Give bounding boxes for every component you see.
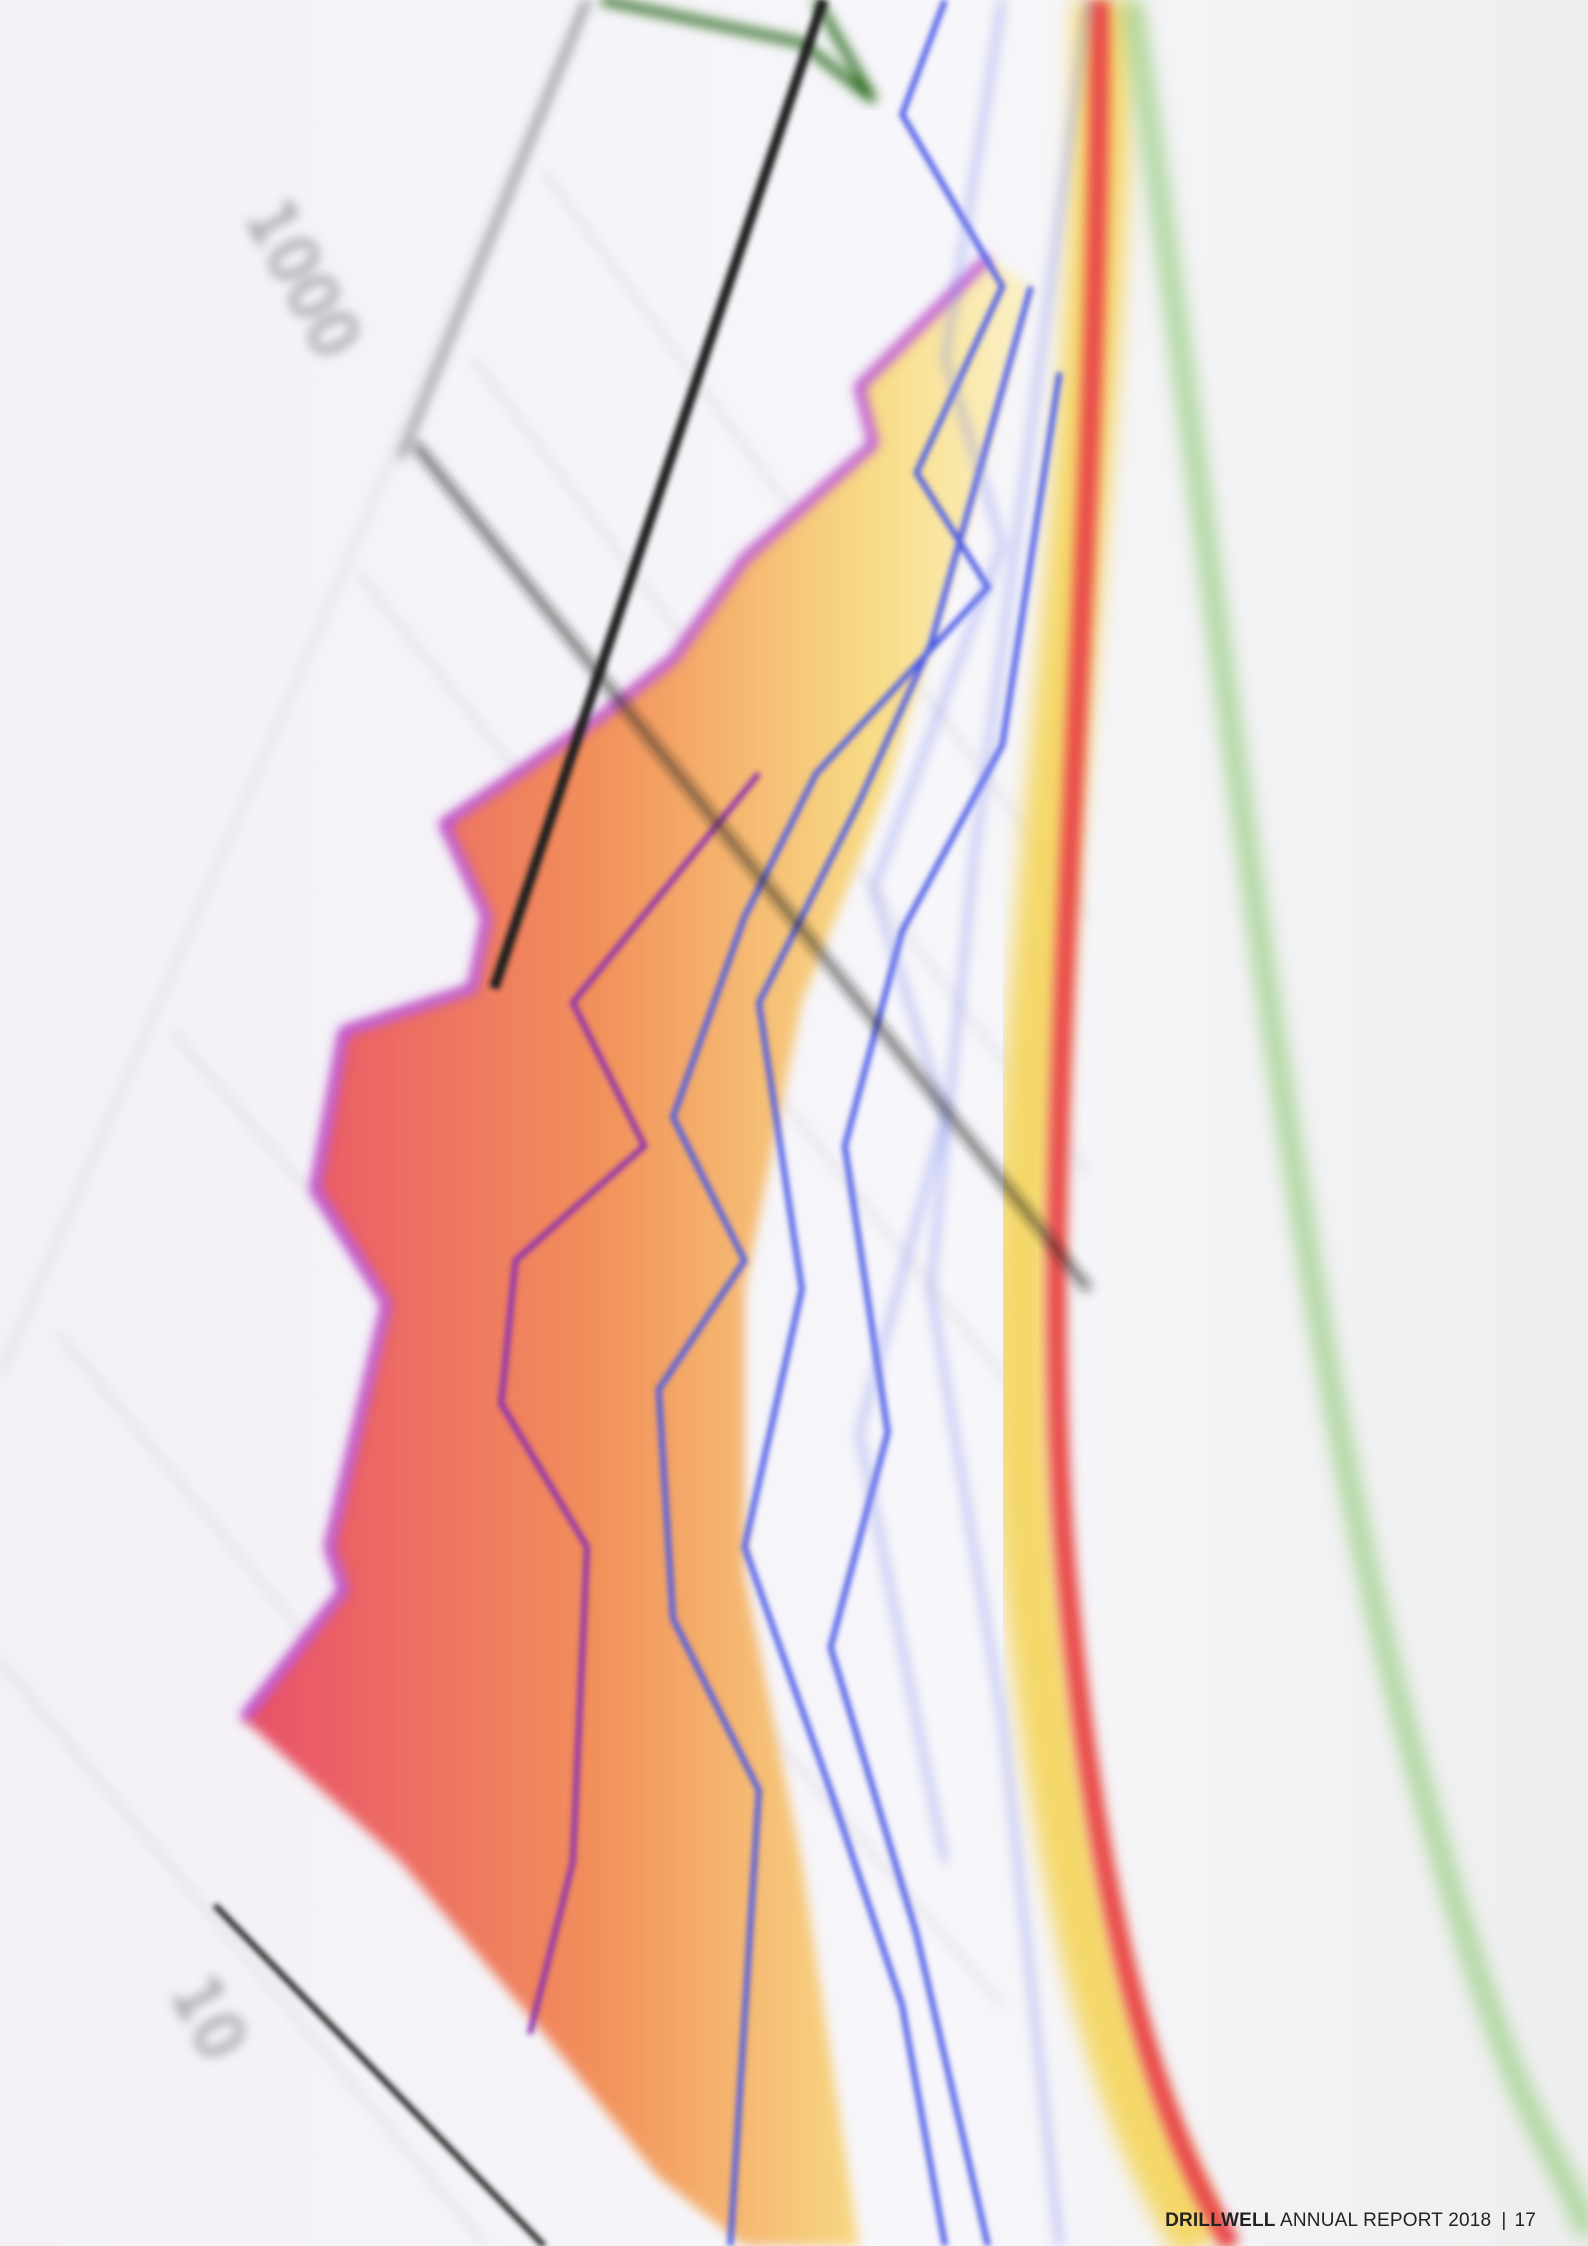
- page-number: 17: [1514, 2210, 1536, 2231]
- footer-brand: DRILLWELL: [1165, 2210, 1276, 2231]
- footer-title: ANNUAL REPORT 2018: [1280, 2210, 1492, 2231]
- footer-separator: |: [1501, 2210, 1507, 2231]
- footer: DRILLWELL ANNUAL REPORT 2018 | 17: [1165, 2210, 1536, 2232]
